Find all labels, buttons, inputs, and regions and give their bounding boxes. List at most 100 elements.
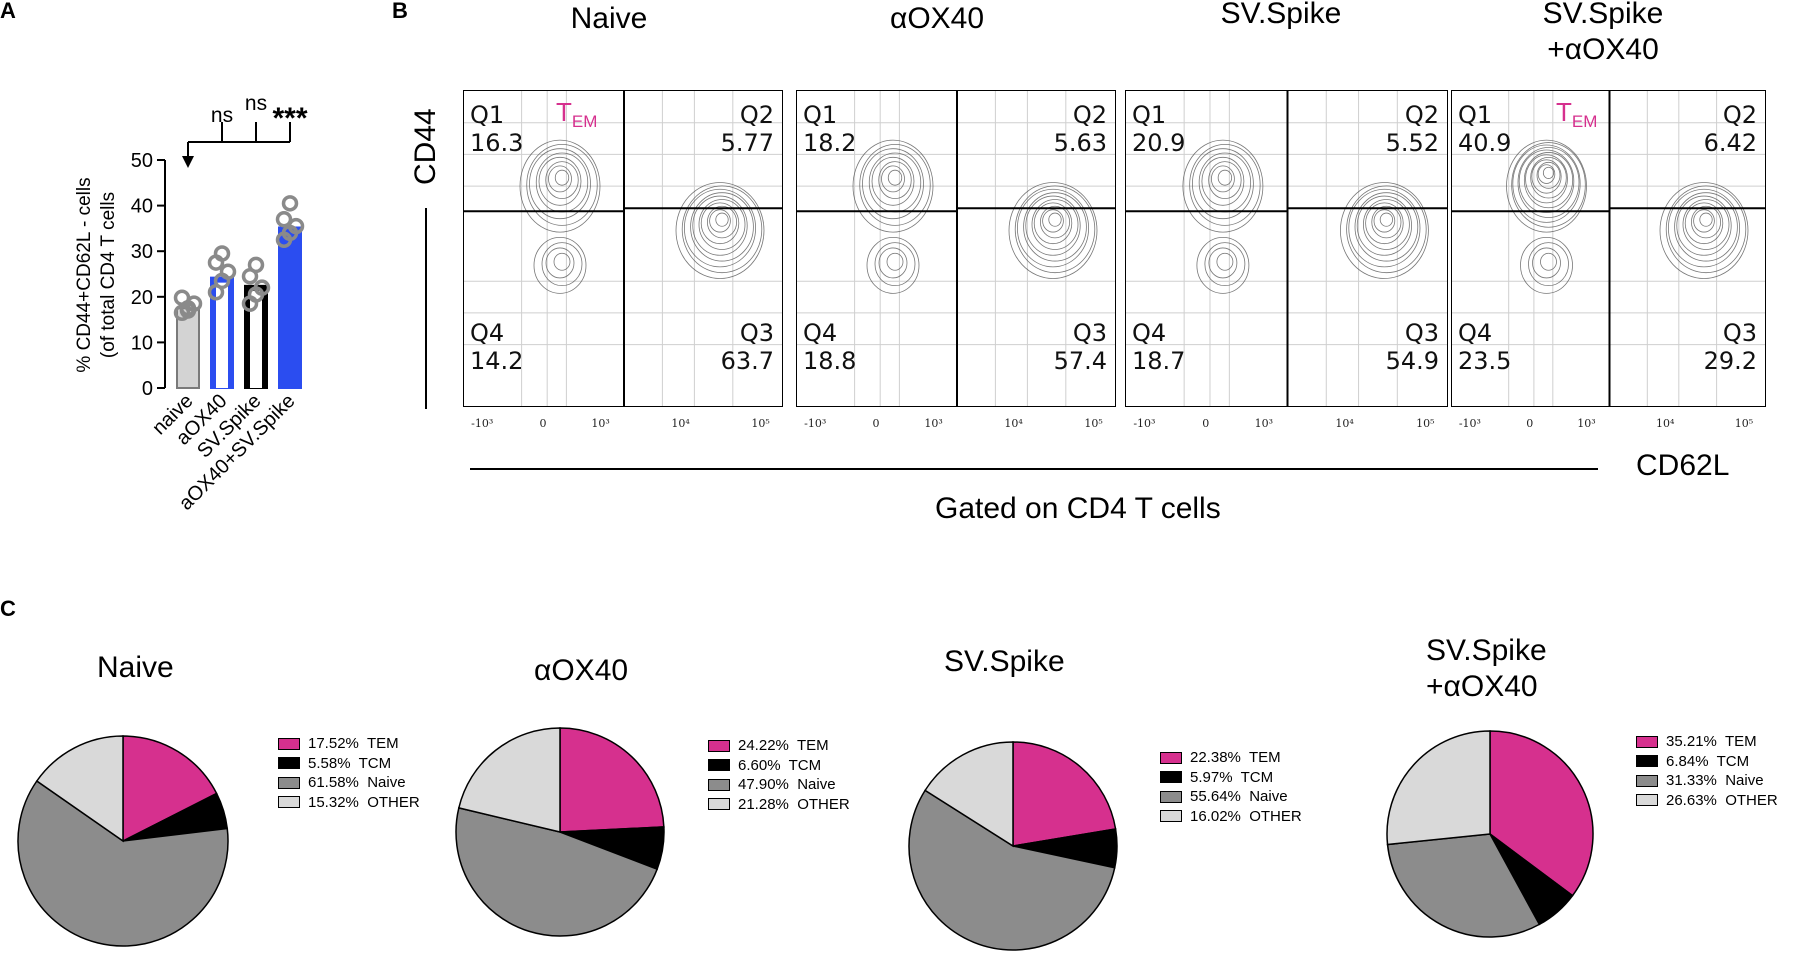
contour	[1536, 161, 1561, 189]
contour	[1530, 156, 1567, 199]
legend-swatch	[1160, 771, 1182, 784]
contour	[675, 182, 765, 279]
panel-label-a: A	[0, 0, 16, 23]
contour	[541, 242, 583, 287]
flow-title: Naive	[459, 1, 759, 37]
flow-title: αOX40	[787, 1, 1087, 37]
pie-legend: 35.21% TEM 6.84% TCM 31.33% Naive 26.63% OT…	[1636, 732, 1778, 810]
contour	[1348, 188, 1421, 268]
contour	[1042, 209, 1064, 233]
data-point	[253, 279, 271, 296]
contour	[1346, 185, 1427, 274]
legend-swatch	[708, 798, 730, 811]
panel-b: CD44 Naive Q1 16.3 Q2 5.77 Q3 63.7 Q4 14.2 TEM -10…	[409, 0, 1766, 525]
pie-slice-other	[924, 741, 1014, 848]
quadrant-label-q4: Q4 23.5	[1458, 319, 1511, 375]
quadrant-value: 23.5	[1458, 347, 1512, 375]
contour	[683, 188, 756, 268]
contour	[1182, 139, 1264, 233]
contour	[878, 161, 912, 199]
tem-label: TEM	[556, 97, 597, 132]
contour	[1506, 139, 1587, 233]
quadrant-label-q3: Q3 63.7	[721, 319, 774, 375]
quadrant-name: Q1	[470, 101, 505, 129]
quadrant-value: 20.9	[1132, 129, 1186, 157]
quadrant-value: 5.77	[720, 129, 774, 157]
tem-label: TEM	[1556, 97, 1597, 132]
legend-swatch	[278, 796, 300, 809]
contour	[1014, 185, 1096, 274]
contour	[548, 165, 572, 193]
x-tick-label: 0	[539, 417, 547, 430]
legend-item: 5.97% TCM	[1160, 768, 1302, 788]
legend-text: 55.64% Naive	[1190, 788, 1288, 805]
quadrant-name: Q3	[739, 319, 774, 347]
legend-item: 21.28% OTHER	[708, 795, 850, 815]
significance-label: ***	[272, 102, 307, 135]
tem-main: T	[556, 97, 572, 127]
x-tick-label: -10³	[804, 417, 827, 430]
quadrant-label-q1: Q1 18.2	[803, 101, 856, 157]
x-tick-label: 10³	[1577, 417, 1596, 430]
contour	[1365, 202, 1404, 245]
quadrant-label-q4: Q4 18.7	[1132, 319, 1185, 375]
contour	[1192, 148, 1254, 220]
contour	[1208, 161, 1242, 199]
contour	[709, 209, 731, 233]
contour	[1659, 182, 1749, 279]
x-tick-label: 10⁵	[1084, 417, 1103, 430]
x-tick-label: 10⁵	[1734, 417, 1754, 430]
legend-text: 5.97% TCM	[1190, 768, 1274, 786]
contour	[1216, 252, 1234, 271]
data-point	[275, 211, 293, 228]
quadrant-label-q4: Q4 14.2	[470, 319, 523, 375]
contour	[715, 212, 729, 227]
quadrant-label-q3: Q3 29.2	[1704, 319, 1757, 375]
y-tick-label: 0	[142, 378, 153, 400]
pie-slice-other	[35, 735, 124, 843]
flow-title-line1: Naive	[570, 2, 648, 35]
gated-label: Gated on CD4 T cells	[935, 492, 1221, 525]
pie-legend: 24.22% TEM 6.60% TCM 47.90% Naive 21.28% OT…	[708, 736, 850, 814]
pie-legend: 22.38% TEM 5.97% TCM 55.64% Naive 16.02% OT…	[1160, 748, 1302, 826]
contour	[698, 199, 746, 250]
flow-plot-svg	[1126, 91, 1447, 406]
x-tick-label: 10⁴	[1004, 417, 1023, 430]
quadrant-label-q1: Q1 40.9	[1458, 101, 1511, 157]
pie-svg	[908, 741, 1118, 951]
flow-plot: Q1 18.2 Q2 5.63 Q3 57.4 Q4 18.8	[796, 90, 1116, 407]
panel-a-chart: 0 10 20 30 40 50 % CD44+CD62L - cells (of total…	[70, 80, 390, 580]
quadrant-label-q2: Q2 6.42	[1704, 101, 1757, 157]
quadrant-label-q2: Q2 5.63	[1054, 101, 1107, 157]
x-tick-label: 10³	[1254, 417, 1274, 430]
contour	[538, 156, 582, 206]
contour	[1373, 209, 1396, 233]
quadrant-label-q2: Q2 5.77	[721, 101, 774, 157]
flow-title-line1: SV.Spike	[1220, 0, 1342, 30]
legend-item: 35.21% TEM	[1636, 732, 1778, 752]
flow-plot: Q1 20.9 Q2 5.52 Q3 54.9 Q4 18.7	[1125, 90, 1448, 407]
contour	[1217, 169, 1233, 186]
tem-sub: EM	[1571, 112, 1598, 131]
quadrant-name: Q1	[1132, 101, 1167, 129]
quadrant-value: 63.7	[720, 347, 774, 375]
legend-item: 22.38% TEM	[1160, 748, 1302, 768]
contour	[1201, 156, 1245, 206]
quadrant-name: Q4	[1458, 319, 1493, 347]
contour	[1665, 185, 1747, 274]
pie-slice-naive	[17, 779, 229, 947]
pie-svg	[1386, 730, 1594, 938]
contour	[852, 139, 934, 233]
contour	[1031, 199, 1079, 250]
contour	[1189, 144, 1261, 226]
contour	[1379, 212, 1393, 227]
contour	[1523, 152, 1574, 209]
data-point	[213, 245, 231, 262]
pie-title: Naive	[97, 651, 174, 684]
pie-title: αOX40	[534, 654, 629, 687]
legend-text: 16.02% OTHER	[1190, 807, 1302, 825]
pie-slice-tem	[559, 727, 665, 833]
quadrant-value: 16.3	[470, 129, 524, 157]
contour	[1008, 182, 1098, 279]
contour	[533, 236, 587, 294]
